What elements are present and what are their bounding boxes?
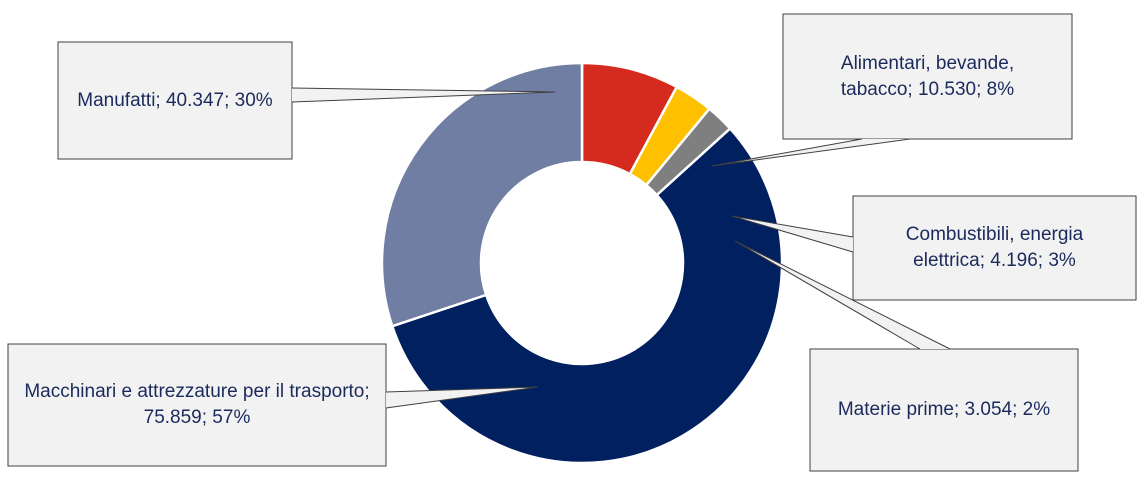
callout-box-alimentari	[782, 13, 1073, 140]
label-macchinari: Macchinari e attrezzature per il traspor…	[24, 381, 370, 428]
label-alimentari: Alimentari, bevande, tabacco; 10.530; 8%	[840, 52, 1015, 100]
callout-box-materie-prime	[809, 348, 1079, 472]
leader-line-alimentari	[711, 138, 911, 167]
leader-line-combustibili	[731, 215, 854, 253]
label-manufatti: Manufatti; 40.347; 30%	[77, 89, 273, 111]
callout-layer	[7, 13, 1137, 472]
label-combustibili: Combustibili, energia elettrica; 4.196; …	[905, 224, 1084, 271]
callout-box-manufatti	[57, 41, 293, 160]
slice-manufatti	[380, 61, 584, 328]
leader-line-materie-prime	[734, 240, 951, 350]
label-materie-prime: Materie prime; 3.054; 2%	[837, 399, 1051, 421]
leader-line-macchinari	[385, 386, 539, 409]
callout-box-combustibili	[852, 195, 1137, 301]
leader-line-manufatti	[291, 87, 556, 103]
